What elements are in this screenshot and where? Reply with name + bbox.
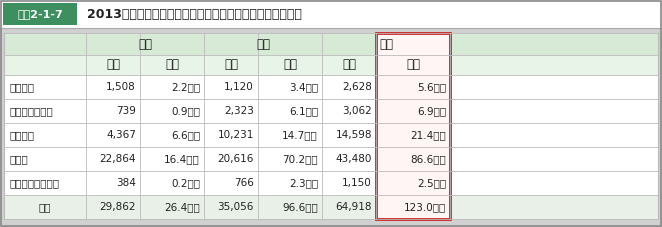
Text: 739: 739 xyxy=(116,106,136,116)
Bar xyxy=(3,3,77,25)
Text: 123.0億円: 123.0億円 xyxy=(404,202,446,212)
Bar xyxy=(4,55,658,75)
Bar xyxy=(4,33,658,219)
Text: 96.6億円: 96.6億円 xyxy=(282,202,318,212)
Text: 29,862: 29,862 xyxy=(99,202,136,212)
Text: 金額: 金額 xyxy=(165,59,179,72)
Text: 金額: 金額 xyxy=(406,59,420,72)
Bar xyxy=(0,0,662,28)
Text: 0.9億円: 0.9億円 xyxy=(171,106,200,116)
Text: 70.2億円: 70.2億円 xyxy=(283,154,318,164)
Text: 件数: 件数 xyxy=(224,59,238,72)
Text: 金額: 金額 xyxy=(283,59,297,72)
Text: 3,062: 3,062 xyxy=(342,106,372,116)
Text: 21.4億円: 21.4億円 xyxy=(410,130,446,140)
Text: 件数: 件数 xyxy=(342,59,356,72)
Text: 64,918: 64,918 xyxy=(336,202,372,212)
Text: 2.5億円: 2.5億円 xyxy=(417,178,446,188)
Text: 各府省庁: 各府省庁 xyxy=(9,82,34,92)
Text: 2.3億円: 2.3億円 xyxy=(289,178,318,188)
Text: 合計: 合計 xyxy=(379,37,393,50)
Text: 図表2-1-7: 図表2-1-7 xyxy=(17,9,63,19)
Text: 役務: 役務 xyxy=(256,37,270,50)
Text: 6.6億円: 6.6億円 xyxy=(171,130,200,140)
Text: 10,231: 10,231 xyxy=(218,130,254,140)
Text: 6.9億円: 6.9億円 xyxy=(417,106,446,116)
Text: 合計: 合計 xyxy=(39,202,51,212)
Text: 22,864: 22,864 xyxy=(99,154,136,164)
Text: 3.4億円: 3.4億円 xyxy=(289,82,318,92)
Text: 2.2億円: 2.2億円 xyxy=(171,82,200,92)
Text: 2013年度　国等における障害者就労施設等からの調達実績: 2013年度 国等における障害者就労施設等からの調達実績 xyxy=(87,7,302,20)
Text: 14.7億円: 14.7億円 xyxy=(282,130,318,140)
Text: 地方独立行政法人: 地方独立行政法人 xyxy=(9,178,59,188)
Text: 43,480: 43,480 xyxy=(336,154,372,164)
Text: 都道府県: 都道府県 xyxy=(9,130,34,140)
Text: 6.1億円: 6.1億円 xyxy=(289,106,318,116)
Text: 20,616: 20,616 xyxy=(218,154,254,164)
Text: 物品: 物品 xyxy=(138,37,152,50)
Text: 市町村: 市町村 xyxy=(9,154,28,164)
Text: 86.6億円: 86.6億円 xyxy=(410,154,446,164)
Text: 2,323: 2,323 xyxy=(224,106,254,116)
Text: 1,150: 1,150 xyxy=(342,178,372,188)
Text: 26.4億円: 26.4億円 xyxy=(164,202,200,212)
Bar xyxy=(376,33,450,219)
Text: 件数: 件数 xyxy=(106,59,120,72)
Text: 0.2億円: 0.2億円 xyxy=(171,178,200,188)
Text: 5.6億円: 5.6億円 xyxy=(417,82,446,92)
Text: 14,598: 14,598 xyxy=(336,130,372,140)
Text: 16.4億円: 16.4億円 xyxy=(164,154,200,164)
Text: 4,367: 4,367 xyxy=(106,130,136,140)
Text: 2,628: 2,628 xyxy=(342,82,372,92)
Bar xyxy=(4,33,658,55)
Bar xyxy=(4,195,658,219)
Text: 1,120: 1,120 xyxy=(224,82,254,92)
Text: 766: 766 xyxy=(234,178,254,188)
Text: 384: 384 xyxy=(116,178,136,188)
Text: 35,056: 35,056 xyxy=(218,202,254,212)
Text: 独立行政法人等: 独立行政法人等 xyxy=(9,106,53,116)
Text: 1,508: 1,508 xyxy=(106,82,136,92)
